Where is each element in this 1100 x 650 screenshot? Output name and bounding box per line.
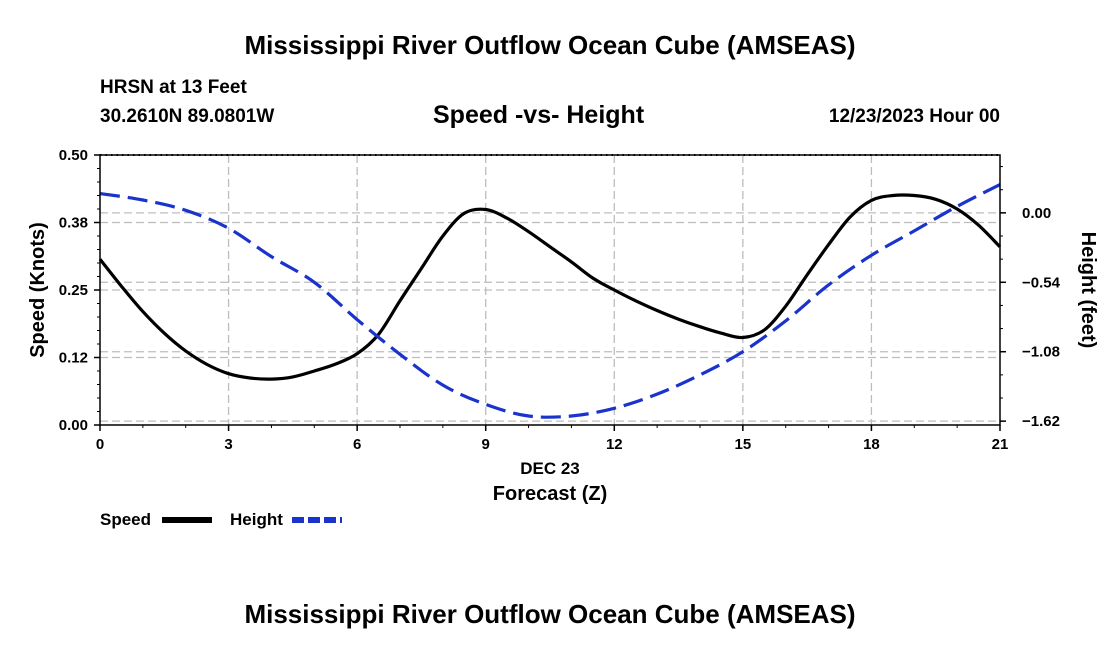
x-tick-label: 18: [863, 436, 880, 453]
y-tick-label: 0.50: [59, 147, 88, 164]
y2-tick-label: −1.08: [1022, 344, 1060, 361]
legend-label-speed: Speed: [100, 510, 151, 529]
y2-tick-label: −0.54: [1022, 274, 1061, 291]
y2-axis-label: Height (feet): [1077, 232, 1099, 349]
legend-label-height: Height: [230, 510, 283, 529]
forecast-date: 12/23/2023 Hour 00: [828, 106, 1000, 127]
footer-title: Mississippi River Outflow Ocean Cube (AM…: [244, 599, 856, 629]
series-group: [98, 183, 1002, 419]
y-axis-label: Speed (Knots): [27, 222, 49, 358]
x-tick-label: 0: [96, 436, 104, 453]
x-tick-label: 9: [482, 436, 490, 453]
station-label: HRSN at 13 Feet: [100, 77, 247, 98]
station-coordinates: 30.2610N 89.0801W: [100, 106, 275, 127]
chart-title: Mississippi River Outflow Ocean Cube (AM…: [244, 30, 856, 60]
y2-tick-label: 0.00: [1022, 205, 1051, 222]
x-axis-label: Forecast (Z): [493, 483, 607, 505]
chart-subtitle: Speed -vs- Height: [433, 101, 645, 129]
x-tick-label: 3: [224, 436, 232, 453]
y-tick-label: 0.38: [59, 215, 88, 232]
x-axis-date-label: DEC 23: [520, 459, 580, 478]
grid: [100, 155, 1000, 425]
y-tick-label: 0.25: [59, 282, 88, 299]
x-tick-label: 12: [606, 436, 623, 453]
x-tick-label: 21: [992, 436, 1009, 453]
y2-tick-label: −1.62: [1022, 413, 1060, 430]
x-tick-label: 6: [353, 436, 361, 453]
axis-ticks: 0 3 6 9 12 15 18 21 0.00 0.12 0.25 0.38 0.50 0.00 −0.5…: [59, 147, 1061, 453]
series-line-height: [99, 183, 1001, 419]
y-tick-label: 0.00: [59, 417, 88, 434]
legend: Speed Height: [100, 510, 342, 529]
x-tick-label: 15: [735, 436, 752, 453]
y-tick-label: 0.12: [59, 350, 88, 367]
